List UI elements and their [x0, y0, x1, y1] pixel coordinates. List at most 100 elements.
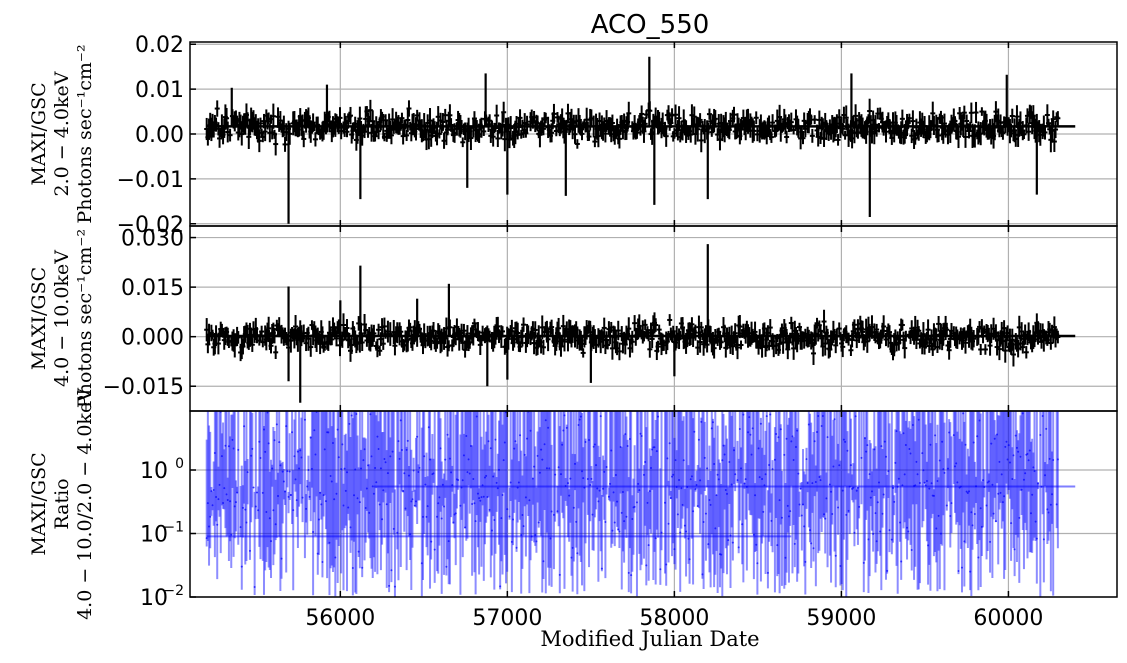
- ratio-point: [990, 442, 993, 445]
- ratio-point: [334, 556, 337, 559]
- ratio-point: [425, 515, 428, 518]
- ratio-point: [996, 433, 999, 436]
- ratio-point: [1029, 512, 1032, 515]
- ratio-point: [300, 456, 303, 459]
- ratio-point: [284, 490, 287, 493]
- ratio-point: [531, 477, 534, 480]
- ratio-point: [910, 549, 913, 552]
- ratio-point: [329, 475, 332, 478]
- ratio-point: [757, 447, 760, 450]
- ratio-point: [510, 540, 513, 543]
- ratio-point: [280, 557, 283, 560]
- ratio-point: [233, 505, 236, 508]
- ratio-point: [651, 448, 654, 451]
- y-axis-label: MAXI/GSC4.0 − 10.0keVPhotons sec⁻¹cm⁻²: [28, 229, 96, 408]
- ratio-point: [863, 436, 866, 439]
- ratio-point: [877, 481, 880, 484]
- ratio-point: [411, 498, 414, 501]
- ratio-point: [347, 506, 350, 509]
- ratio-point: [314, 453, 317, 456]
- ratio-point: [566, 482, 569, 485]
- ratio-point: [713, 462, 716, 465]
- ratio-point: [800, 514, 803, 517]
- ratio-point: [731, 541, 734, 544]
- ratio-point: [1007, 444, 1010, 447]
- ratio-point: [980, 525, 983, 528]
- ratio-point: [266, 411, 269, 414]
- ratio-point: [291, 431, 294, 434]
- ratio-point: [789, 510, 792, 513]
- ratio-point: [922, 469, 925, 472]
- ratio-point: [292, 509, 295, 512]
- ratio-point: [1012, 454, 1015, 457]
- ratio-point: [810, 542, 813, 545]
- ratio-point: [563, 414, 566, 417]
- ratio-point: [501, 494, 504, 497]
- ratio-point: [646, 501, 649, 504]
- x-tick-label: 57000: [472, 606, 542, 631]
- ratio-point: [828, 483, 831, 486]
- ratio-point: [714, 527, 717, 530]
- y-tick-label: 0.02: [135, 33, 184, 58]
- ratio-point: [243, 425, 246, 428]
- ratio-point: [529, 429, 532, 432]
- ratio-point: [240, 565, 243, 568]
- ratio-point: [640, 435, 643, 438]
- ratio-point: [372, 492, 375, 495]
- ratio-point: [524, 496, 527, 499]
- ratio-point: [962, 412, 965, 415]
- ratio-point: [744, 478, 747, 481]
- ratio-point: [279, 464, 282, 467]
- ratio-point: [278, 441, 281, 444]
- ratio-point: [517, 481, 520, 484]
- ratio-point: [211, 504, 214, 507]
- ratio-point: [681, 503, 684, 506]
- ratio-point: [222, 502, 225, 505]
- ratio-point: [388, 584, 391, 587]
- ratio-point: [647, 544, 650, 547]
- ratio-point: [253, 585, 256, 588]
- ratio-point: [301, 496, 304, 499]
- ratio-point: [816, 430, 819, 433]
- ratio-point: [844, 440, 847, 443]
- ratio-point: [883, 440, 886, 443]
- ratio-point: [936, 479, 939, 482]
- ratio-point: [930, 482, 933, 485]
- ratio-point: [492, 475, 495, 478]
- ratio-point: [397, 440, 400, 443]
- ratio-point: [581, 470, 584, 473]
- ratio-point: [734, 473, 737, 476]
- x-tick-label: 56000: [305, 606, 375, 631]
- ratio-point: [229, 500, 232, 503]
- ratio-point: [613, 521, 616, 524]
- ratio-point: [783, 453, 786, 456]
- ratio-point: [467, 458, 470, 461]
- ratio-point: [210, 490, 213, 493]
- ratio-point: [224, 444, 227, 447]
- ratio-point: [1035, 537, 1038, 540]
- ratio-point: [1000, 473, 1003, 476]
- ratio-point: [469, 444, 472, 447]
- ratio-point: [820, 424, 823, 427]
- ratio-point: [405, 448, 408, 451]
- ratio-point: [906, 526, 909, 529]
- ratio-point: [935, 527, 938, 530]
- ratio-point: [461, 479, 464, 482]
- ratio-point: [638, 489, 641, 492]
- ratio-point: [957, 569, 960, 572]
- ratio-point: [381, 518, 384, 521]
- ratio-point: [465, 435, 468, 438]
- data-layer: [204, 56, 1076, 224]
- ratio-point: [239, 526, 242, 529]
- ratio-point: [586, 477, 589, 480]
- ratio-point: [603, 470, 606, 473]
- ratio-point: [412, 469, 415, 472]
- ratio-point: [868, 473, 871, 476]
- ratio-point: [707, 543, 710, 546]
- ratio-point: [672, 473, 675, 476]
- ratio-point: [685, 530, 688, 533]
- ratio-point: [710, 427, 713, 430]
- ratio-point: [445, 565, 448, 568]
- ratio-point: [702, 521, 705, 524]
- ratio-point: [805, 458, 808, 461]
